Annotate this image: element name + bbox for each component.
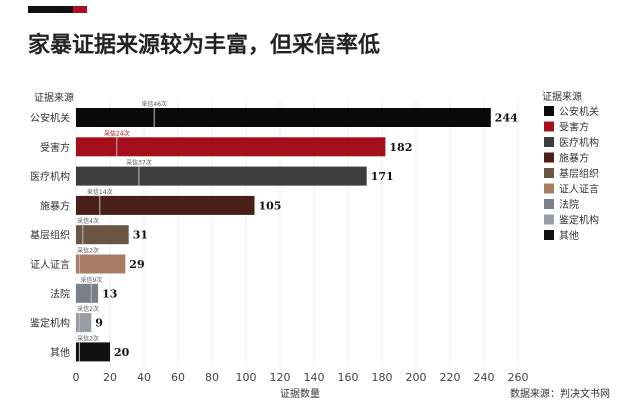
bar-受害方	[76, 137, 386, 157]
header-accent-black	[28, 6, 73, 13]
x-tick-label: 180	[372, 371, 393, 384]
adopted-label: 采信2次	[77, 247, 99, 255]
y-tick-label: 鉴定机构	[30, 317, 70, 330]
legend-swatch	[544, 121, 554, 132]
x-tick-label: 100	[236, 371, 257, 384]
adopted-label: 采信24次	[104, 129, 130, 137]
x-tick-label: 80	[205, 371, 219, 384]
legend-label: 公安机关	[559, 105, 599, 118]
x-axis-title: 证据数量	[280, 387, 320, 400]
x-tick-label: 140	[304, 371, 325, 384]
legend-swatch	[544, 230, 554, 240]
y-tick-label: 证人证言	[30, 258, 70, 271]
legend-title: 证据来源	[542, 90, 582, 103]
data-label: 105	[259, 199, 282, 212]
data-label: 29	[129, 258, 144, 271]
y-tick-label: 法院	[50, 287, 70, 300]
adopted-label: 采信37次	[126, 159, 152, 167]
x-tick-label: 200	[406, 371, 427, 384]
legend-label: 基层组织	[559, 167, 599, 180]
bar-法院	[76, 283, 99, 303]
x-tick-label: 40	[137, 371, 151, 384]
x-tick-label: 60	[171, 371, 185, 384]
y-tick-label: 其他	[50, 346, 70, 359]
adopted-label: 采信46次	[141, 100, 167, 108]
data-label: 13	[102, 287, 117, 300]
y-tick-label: 施暴方	[40, 199, 70, 212]
bar-基层组织	[76, 225, 129, 245]
source-note: 数据来源：判决文书网	[510, 387, 610, 400]
legend-swatch	[544, 199, 554, 209]
adopted-label: 采信9次	[80, 276, 102, 284]
y-tick-label: 基层组织	[30, 229, 70, 242]
bar-医疗机构	[76, 166, 367, 186]
data-label: 182	[389, 141, 412, 154]
adopted-label: 采信2次	[77, 334, 99, 342]
legend-swatch	[544, 214, 554, 225]
x-tick-label: 0	[73, 371, 80, 384]
data-label: 244	[495, 112, 518, 125]
legend-label: 受害方	[559, 121, 589, 134]
bar-其他	[76, 342, 110, 362]
y-tick-label: 医疗机构	[30, 170, 70, 183]
legend-label: 施暴方	[559, 152, 589, 165]
legend-label: 证人证言	[559, 183, 599, 196]
legend-swatch	[544, 137, 554, 147]
legend-swatch	[544, 106, 554, 116]
y-tick-label: 公安机关	[30, 112, 70, 125]
legend-swatch	[544, 183, 554, 194]
header-accent-red	[73, 6, 87, 13]
adopted-label: 采信2次	[77, 305, 99, 313]
legend-label: 鉴定机构	[559, 214, 599, 227]
data-label: 9	[95, 317, 103, 330]
bar-鉴定机构	[76, 313, 92, 333]
x-tick-label: 120	[270, 371, 291, 384]
bar-公安机关	[76, 108, 491, 127]
x-tick-label: 240	[474, 371, 495, 384]
bar-施暴方	[76, 195, 255, 215]
legend-label: 法院	[559, 198, 579, 211]
legend-label: 医疗机构	[559, 136, 599, 149]
y-axis-title: 证据来源	[34, 91, 74, 104]
data-label: 31	[133, 229, 148, 242]
legend-swatch	[544, 152, 554, 163]
y-tick-label: 受害方	[40, 141, 70, 154]
x-tick-label: 260	[508, 371, 529, 384]
adopted-label: 采信14次	[87, 188, 113, 196]
adopted-label: 采信4次	[77, 217, 99, 225]
bar-证人证言	[76, 254, 126, 274]
legend-swatch	[544, 168, 554, 178]
x-tick-label: 220	[440, 371, 461, 384]
x-tick-label: 160	[338, 371, 359, 384]
chart-title: 家暴证据来源较为丰富，但采信率低	[28, 32, 380, 58]
legend-label: 其他	[559, 229, 579, 242]
data-label: 171	[371, 170, 394, 183]
data-label: 20	[114, 346, 130, 359]
x-tick-label: 20	[103, 371, 117, 384]
